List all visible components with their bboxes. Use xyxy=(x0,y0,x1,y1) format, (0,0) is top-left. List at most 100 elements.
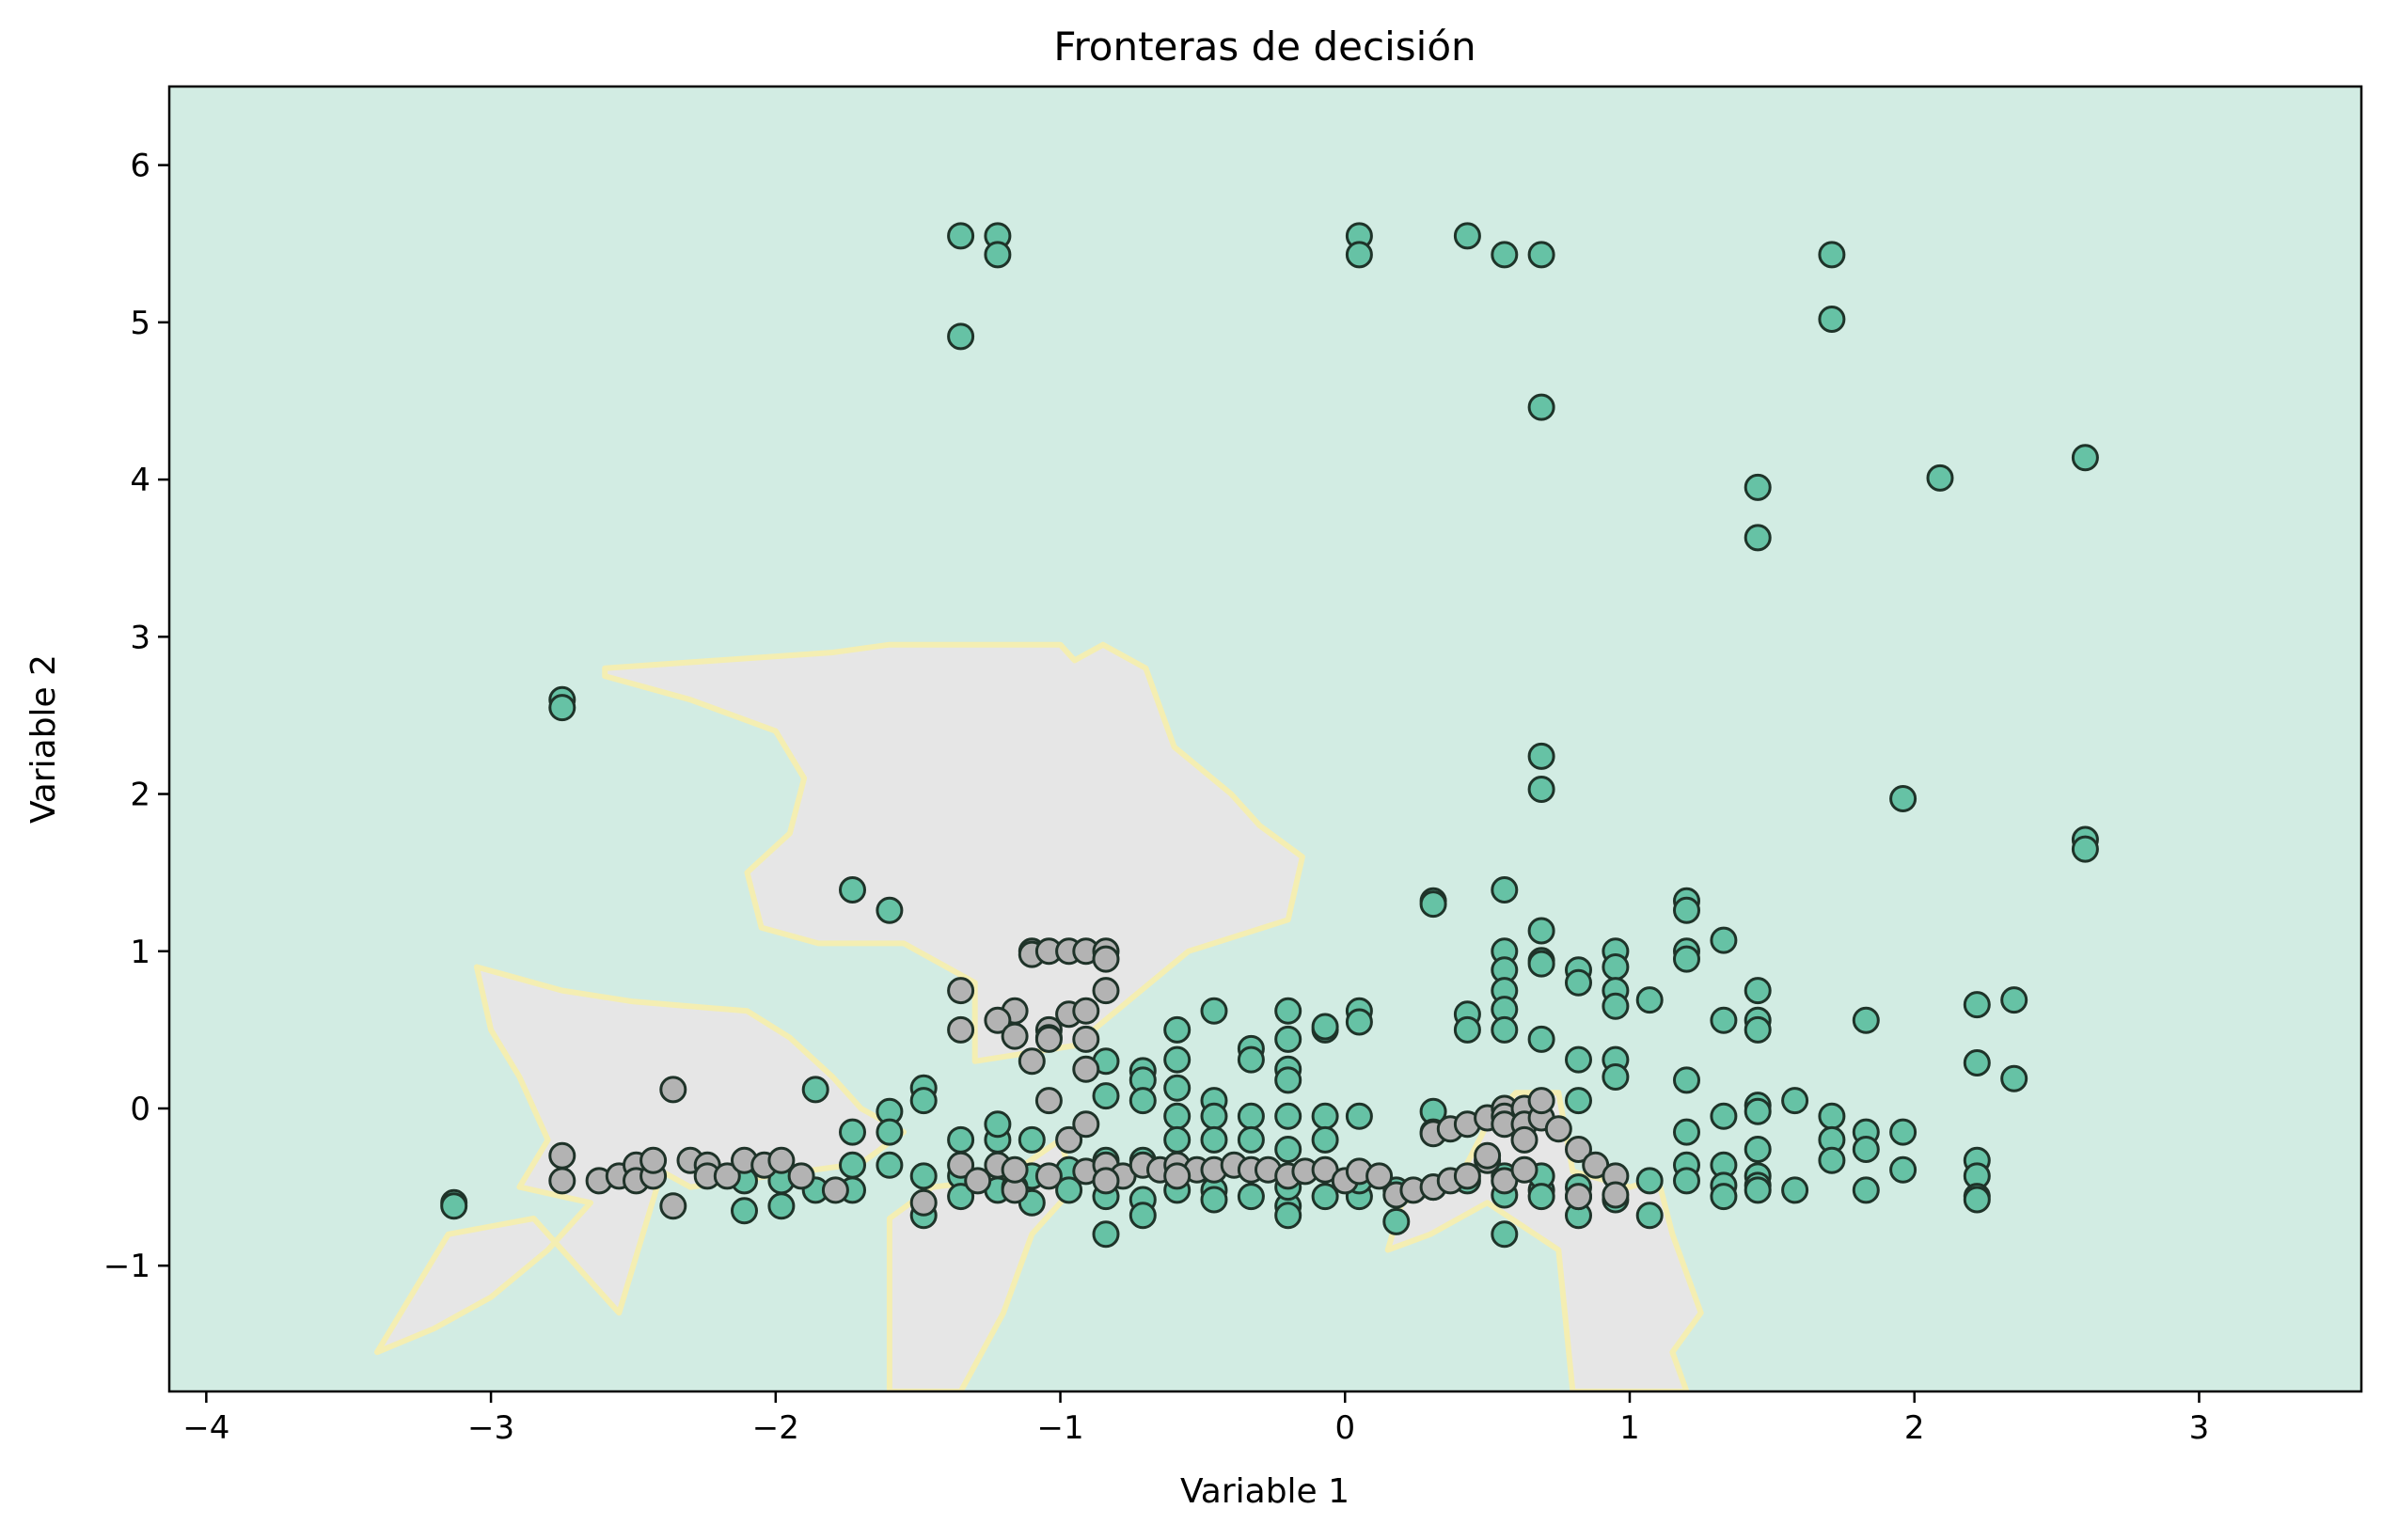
scatter-point-green xyxy=(1744,1015,1772,1044)
scatter-point-green xyxy=(1710,1006,1738,1034)
scatter-point-gray xyxy=(1474,1141,1502,1170)
scatter-point-gray xyxy=(1365,1162,1394,1190)
scatter-point-green xyxy=(1274,1102,1302,1130)
scatter-point-green xyxy=(1781,1087,1809,1115)
scatter-point-green xyxy=(1635,986,1664,1014)
scatter-point-green xyxy=(1128,1202,1157,1230)
scatter-point-green xyxy=(947,222,975,250)
y-axis-ticks: −1 0 1 2 3 4 5 6 xyxy=(103,148,169,1285)
scatter-point-gray xyxy=(964,1167,992,1195)
scatter-point-green xyxy=(1963,1186,1991,1214)
scatter-point-gray xyxy=(1565,1136,1592,1163)
y-tick-label: 3 xyxy=(130,619,150,656)
x-tick-label: 2 xyxy=(1904,1409,1925,1447)
scatter-point-green xyxy=(1274,1066,1302,1094)
scatter-point-green xyxy=(1491,876,1519,904)
scatter-point-gray xyxy=(1092,977,1120,1005)
scatter-point-green xyxy=(1419,890,1447,919)
scatter-point-gray xyxy=(821,1176,849,1204)
scatter-point-gray xyxy=(1034,1162,1063,1190)
scatter-point-gray xyxy=(787,1162,815,1190)
scatter-point-green xyxy=(1527,1025,1555,1053)
plot-area-background xyxy=(169,86,2361,1391)
x-axis-ticks: −4 −3 −2 −1 0 1 2 3 xyxy=(182,1391,2209,1447)
scatter-point-green xyxy=(1092,1082,1120,1110)
x-tick-label: −3 xyxy=(467,1409,514,1447)
scatter-point-green xyxy=(440,1192,468,1220)
scatter-point-gray xyxy=(1072,1025,1100,1053)
scatter-point-gray xyxy=(659,1192,687,1220)
scatter-point-green xyxy=(1744,473,1772,501)
scatter-point-green xyxy=(947,322,975,351)
scatter-point-gray xyxy=(1072,997,1100,1025)
scatter-point-gray xyxy=(1453,1162,1481,1190)
scatter-point-gray xyxy=(1602,1181,1630,1209)
scatter-point-green xyxy=(1163,1102,1192,1130)
scatter-point-gray xyxy=(984,1006,1012,1034)
scatter-point-gray xyxy=(1055,1125,1083,1154)
x-tick-label: −4 xyxy=(182,1409,229,1447)
scatter-point-gray xyxy=(548,1167,576,1195)
scatter-point-green xyxy=(1963,991,1991,1019)
scatter-point-green xyxy=(1889,785,1917,812)
y-tick-label: 4 xyxy=(130,462,150,499)
scatter-point-green xyxy=(909,1087,938,1115)
scatter-point-green xyxy=(1237,1045,1265,1074)
scatter-point-green xyxy=(1889,1118,1917,1146)
scatter-point-green xyxy=(1453,222,1481,250)
scatter-point-green xyxy=(548,694,576,722)
x-tick-label: 1 xyxy=(1619,1409,1640,1447)
y-tick-label: 1 xyxy=(130,934,150,971)
x-axis-label: Variable 1 xyxy=(1180,1472,1349,1511)
scatter-point-green xyxy=(1274,1025,1302,1053)
scatter-point-gray xyxy=(1072,1110,1100,1139)
scatter-point-green xyxy=(984,241,1012,269)
scatter-point-green xyxy=(1382,1207,1411,1235)
y-tick-label: 6 xyxy=(130,148,150,185)
scatter-point-green xyxy=(1237,1102,1265,1130)
scatter-point-green xyxy=(1852,1006,1880,1034)
scatter-point-green xyxy=(1311,1125,1339,1154)
scatter-point-green xyxy=(1163,1015,1192,1044)
scatter-point-green xyxy=(1744,977,1772,1005)
scatter-point-gray xyxy=(1001,1022,1029,1050)
scatter-point-green xyxy=(839,1151,866,1179)
scatter-point-gray xyxy=(909,1188,938,1217)
y-tick-label: 5 xyxy=(130,305,150,342)
scatter-point-gray xyxy=(1034,1087,1063,1115)
scatter-point-green xyxy=(1345,1008,1373,1036)
scatter-point-gray xyxy=(1001,1155,1029,1184)
scatter-point-green xyxy=(1602,1063,1630,1091)
scatter-point-green xyxy=(1163,1045,1192,1074)
scatter-point-green xyxy=(1018,1125,1046,1154)
scatter-point-gray xyxy=(1092,945,1120,973)
scatter-point-green xyxy=(1818,241,1846,269)
scatter-point-green xyxy=(909,1162,938,1190)
scatter-point-green xyxy=(1602,953,1630,981)
scatter-point-green xyxy=(1527,742,1555,770)
scatter-point-green xyxy=(1673,1167,1700,1195)
scatter-point-green xyxy=(876,1118,904,1146)
scatter-point-gray xyxy=(548,1141,576,1170)
scatter-point-green xyxy=(1200,1125,1228,1154)
x-tick-label: −1 xyxy=(1036,1409,1083,1447)
scatter-point-gray xyxy=(659,1076,687,1104)
scatter-point-green xyxy=(839,1118,866,1146)
scatter-point-green xyxy=(1565,1087,1592,1115)
scatter-point-green xyxy=(1673,1066,1700,1094)
scatter-point-green xyxy=(1311,1102,1339,1130)
scatter-point-green xyxy=(1163,1074,1192,1102)
scatter-point-green xyxy=(1527,776,1555,803)
scatter-point-green xyxy=(2000,1064,2028,1092)
y-axis-label: Variable 2 xyxy=(24,654,63,824)
scatter-point-gray xyxy=(713,1162,741,1190)
scatter-point-green xyxy=(1963,1049,1991,1076)
scatter-point-green xyxy=(1673,896,1700,924)
scatter-point-green xyxy=(947,1183,975,1211)
scatter-point-gray xyxy=(947,1151,975,1179)
scatter-point-green xyxy=(1527,393,1555,421)
scatter-point-green xyxy=(1527,917,1555,945)
scatter-point-green xyxy=(1527,950,1555,978)
scatter-point-green xyxy=(984,1110,1012,1139)
scatter-point-green xyxy=(1744,524,1772,552)
